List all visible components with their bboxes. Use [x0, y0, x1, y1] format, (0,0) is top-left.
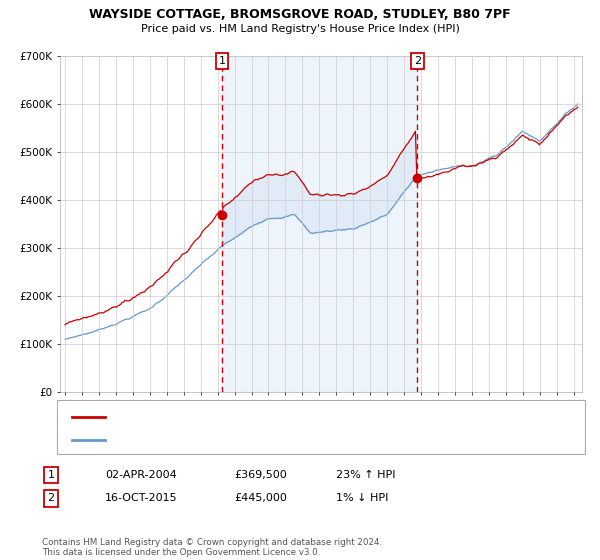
Text: 1: 1 [47, 470, 55, 480]
Text: 1% ↓ HPI: 1% ↓ HPI [336, 493, 388, 503]
Text: 02-APR-2004: 02-APR-2004 [105, 470, 177, 480]
Text: 16-OCT-2015: 16-OCT-2015 [105, 493, 178, 503]
Text: £445,000: £445,000 [234, 493, 287, 503]
Text: Price paid vs. HM Land Registry's House Price Index (HPI): Price paid vs. HM Land Registry's House … [140, 24, 460, 34]
Bar [222, 56, 418, 392]
Text: WAYSIDE COTTAGE, BROMSGROVE ROAD, STUDLEY, B80 7PF (detached house): WAYSIDE COTTAGE, BROMSGROVE ROAD, STUDLE… [114, 412, 488, 421]
Text: 2: 2 [414, 56, 421, 66]
Text: 2: 2 [47, 493, 55, 503]
Text: £369,500: £369,500 [234, 470, 287, 480]
Text: WAYSIDE COTTAGE, BROMSGROVE ROAD, STUDLEY, B80 7PF: WAYSIDE COTTAGE, BROMSGROVE ROAD, STUDLE… [89, 8, 511, 21]
Text: Contains HM Land Registry data © Crown copyright and database right 2024.
This d: Contains HM Land Registry data © Crown c… [42, 538, 382, 557]
Text: 23% ↑ HPI: 23% ↑ HPI [336, 470, 395, 480]
Text: HPI: Average price, detached house, Stratford-on-Avon: HPI: Average price, detached house, Stra… [114, 436, 374, 445]
Text: 1: 1 [218, 56, 226, 66]
